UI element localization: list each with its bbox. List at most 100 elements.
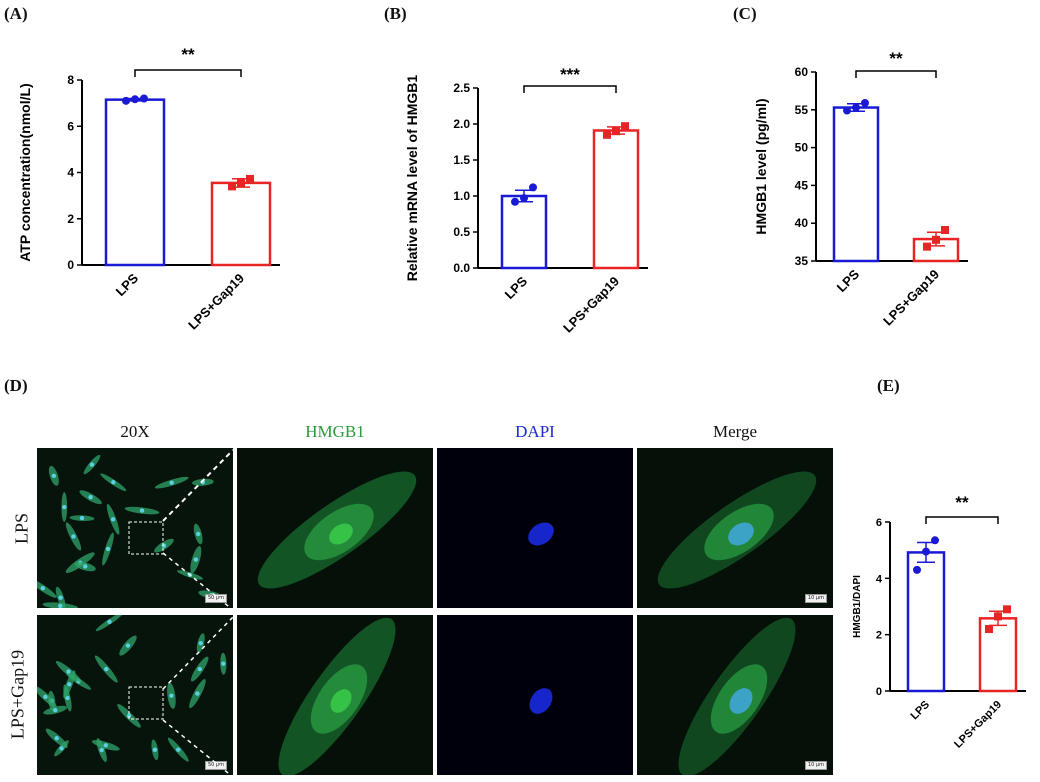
chart-b-ytick-label: 2.0 <box>453 117 470 131</box>
chart-a-bar-lps-gap19 <box>210 181 272 267</box>
chart-e-point <box>922 547 930 556</box>
chart-b-bar-lps-gap19 <box>592 129 640 270</box>
chart-c-point <box>852 103 860 112</box>
chart-a-ytick-label: 0 <box>67 258 74 272</box>
micrograph-lps-hmgb1 <box>237 448 433 608</box>
micrograph-lps-20x: 50 μm <box>37 448 233 608</box>
chart-a-point <box>131 95 139 104</box>
chart-c-ytick-label: 35 <box>795 254 809 268</box>
col-title-dapi: DAPI <box>515 422 555 441</box>
chart-b-bar-lps <box>500 194 548 270</box>
chart-a: 0 2 4 6 8 ATP concentration(nmol/L) LPS LPS+Gap… <box>0 0 380 370</box>
scale-bar: 10 μm <box>804 594 827 603</box>
chart-e-ytick-label: 2 <box>876 630 882 642</box>
chart-e-bar-lps <box>906 551 946 693</box>
chart-a-ytick-label: 6 <box>67 119 74 133</box>
chart-a-category-label: LPS <box>113 270 142 299</box>
zoom-box <box>128 686 164 720</box>
panel-label-c: (C) <box>733 4 757 23</box>
chart-b-sig-bracket <box>523 85 617 93</box>
chart-b-ytick-label: 0.0 <box>453 261 470 275</box>
chart-b-point <box>603 130 611 139</box>
micrograph-lps-gap19-merge: 10 μm <box>637 615 833 775</box>
chart-c-point <box>843 106 851 115</box>
chart-e-svg: 0 2 4 6 HMGB1/DAPI LPS LPS+Gap19 ** <box>852 493 1026 751</box>
row-label-lps: LPS <box>11 512 32 545</box>
chart-a-point <box>237 178 245 187</box>
chart-c-ytick-label: 40 <box>795 216 809 230</box>
chart-b-point <box>511 197 519 206</box>
col-title-hmgb1: HMGB1 <box>305 422 365 441</box>
chart-c: 35 40 45 50 55 60 HMGB1 level (pg/ml) LPS LPS+Ga… <box>730 0 1040 370</box>
chart-b-ylabel: Relative mRNA level of HMGB1 <box>404 75 420 282</box>
chart-a-category-label: LPS+Gap19 <box>185 271 247 333</box>
col-title-merge: Merge <box>712 422 758 441</box>
chart-a-significance: ** <box>181 45 195 64</box>
micrograph-lps-gap19-dapi <box>437 615 633 775</box>
chart-e-category-label: LPS <box>908 699 932 723</box>
chart-e-significance: ** <box>955 493 969 512</box>
chart-c-point <box>932 235 940 244</box>
micrograph-lps-gap19-hmgb1 <box>237 615 433 775</box>
chart-b-point <box>529 183 537 192</box>
chart-e-point <box>994 612 1002 621</box>
chart-a-ytick-label: 4 <box>67 166 74 180</box>
chart-e-point <box>1003 605 1011 614</box>
chart-c-ytick-label: 55 <box>795 103 809 117</box>
chart-c-point <box>941 226 949 235</box>
chart-b-category-label: LPS <box>502 273 531 302</box>
chart-b-significance: *** <box>560 65 580 84</box>
scale-bar: 50 μm <box>204 594 227 603</box>
chart-b-point <box>520 194 528 203</box>
chart-b-ytick-label: 1.5 <box>453 153 470 167</box>
chart-a-point <box>228 182 236 191</box>
chart-b-category-label: LPS+Gap19 <box>560 274 622 336</box>
chart-c-svg: 35 40 45 50 55 60 HMGB1 level (pg/ml) LPS LPS+Ga… <box>753 49 968 329</box>
chart-b-ytick-label: 0.5 <box>453 225 470 239</box>
chart-c-ytick-label: 45 <box>795 178 809 192</box>
chart-b: 0.0 0.5 1.0 1.5 2.0 2.5 Relative mRNA level of… <box>380 0 730 370</box>
chart-a-sig-bracket <box>134 69 242 77</box>
chart-a-ylabel: ATP concentration(nmol/L) <box>17 83 33 261</box>
chart-c-sig-bracket <box>855 70 937 78</box>
chart-b-svg: 0.0 0.5 1.0 1.5 2.0 2.5 Relative mRNA level of… <box>404 65 648 336</box>
chart-b-point <box>612 127 620 136</box>
chart-e-point <box>985 625 993 634</box>
scale-bar: 10 μm <box>804 761 827 770</box>
panel-label-b: (B) <box>384 4 407 23</box>
chart-c-point <box>923 242 931 251</box>
chart-c-ylabel: HMGB1 level (pg/ml) <box>753 98 769 234</box>
chart-a-svg: 0 2 4 6 8 ATP concentration(nmol/L) LPS LPS+Gap… <box>17 45 280 333</box>
chart-a-bar-lps <box>104 98 166 267</box>
chart-e-ytick-label: 4 <box>876 573 883 585</box>
chart-b-ytick-label: 1.0 <box>453 189 470 203</box>
panel-label-e: (E) <box>877 376 900 395</box>
scale-bar: 50 μm <box>204 761 227 770</box>
micrograph-lps-dapi <box>437 448 633 608</box>
chart-a-ytick-label: 8 <box>67 73 74 87</box>
panel-label-d: (D) <box>4 376 28 395</box>
chart-a-ytick-label: 2 <box>67 212 74 226</box>
chart-c-category-label: LPS+Gap19 <box>880 267 942 329</box>
panel-label-a: (A) <box>4 4 28 23</box>
chart-a-point <box>246 174 254 183</box>
micrograph-lps-gap19-20x: 50 μm <box>37 615 233 775</box>
zoom-box <box>128 521 164 555</box>
chart-c-point <box>861 98 869 107</box>
micrograph-lps-merge: 10 μm <box>637 448 833 608</box>
chart-a-point <box>122 96 130 105</box>
row-label-lps-gap19: LPS+Gap19 <box>7 649 28 740</box>
chart-b-point <box>621 122 629 131</box>
chart-e: 0 2 4 6 HMGB1/DAPI LPS LPS+Gap19 ** <box>840 470 1040 782</box>
chart-e-point <box>931 536 939 545</box>
chart-e-ytick-label: 6 <box>876 517 882 529</box>
chart-a-point <box>140 94 148 103</box>
chart-c-bar-lps <box>832 106 880 263</box>
chart-c-ytick-label: 50 <box>795 141 809 155</box>
col-title-20x: 20X <box>120 422 150 441</box>
chart-c-category-label: LPS <box>834 266 863 295</box>
chart-c-ytick-label: 60 <box>795 65 809 79</box>
chart-e-ylabel: HMGB1/DAPI <box>852 575 863 638</box>
chart-b-ytick-label: 2.5 <box>453 81 470 95</box>
chart-e-category-label: LPS+Gap19 <box>952 699 1004 751</box>
